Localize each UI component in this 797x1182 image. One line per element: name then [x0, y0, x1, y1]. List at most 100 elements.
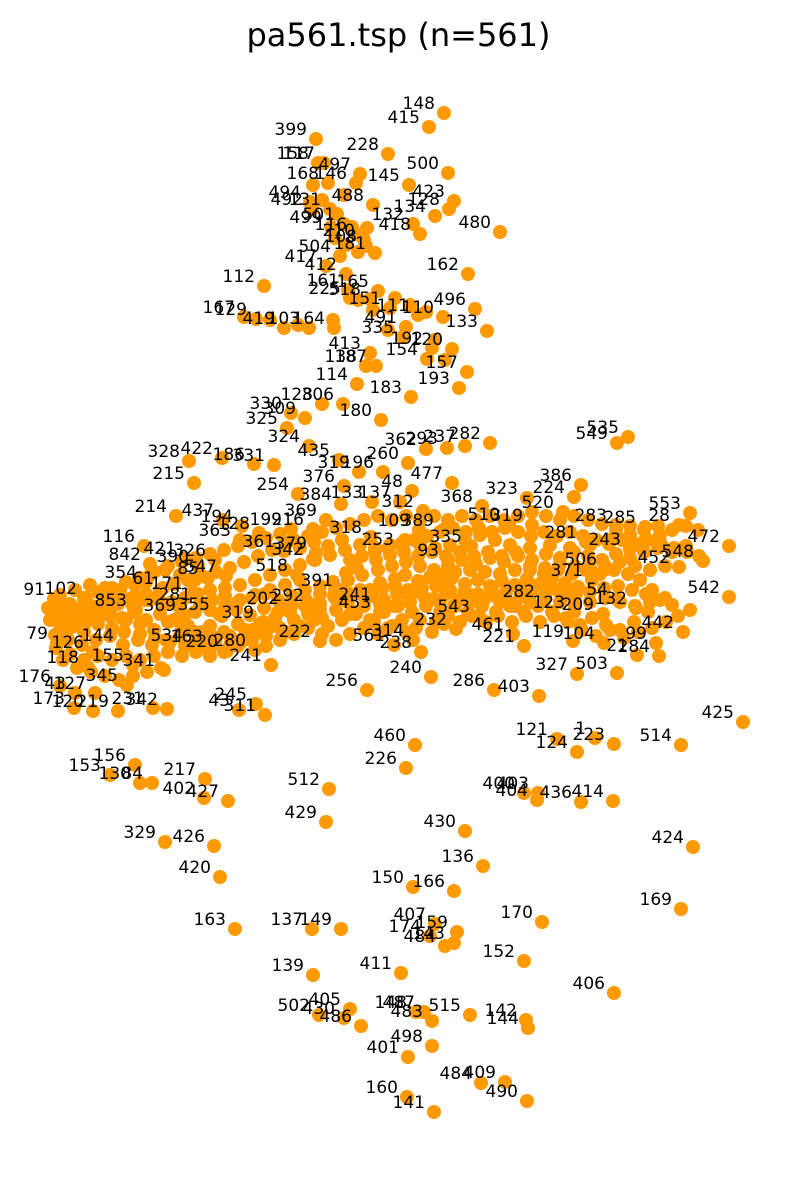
city-point — [302, 439, 316, 453]
city-point — [335, 533, 349, 547]
city-point — [98, 581, 112, 595]
city-point — [463, 1008, 477, 1022]
city-label: 1 — [575, 719, 586, 739]
city-point — [556, 505, 570, 519]
city-point — [366, 198, 380, 212]
city-point — [337, 479, 351, 493]
city-label: 514 — [640, 726, 672, 746]
city-point — [248, 573, 262, 587]
city-label: 224 — [533, 478, 565, 498]
city-point — [405, 484, 419, 498]
city-point — [438, 353, 452, 367]
city-label: 150 — [372, 868, 404, 888]
city-point — [363, 346, 377, 360]
city-label: 415 — [388, 108, 420, 128]
city-point — [475, 499, 489, 513]
city-point — [315, 193, 329, 207]
city-label: 368 — [441, 487, 473, 507]
city-label: 292 — [272, 586, 304, 606]
city-point — [610, 436, 624, 450]
city-point — [445, 342, 459, 356]
city-label: 283 — [575, 506, 607, 526]
city-point — [631, 625, 645, 639]
city-point — [478, 565, 492, 579]
city-label: 506 — [565, 550, 597, 570]
city-point — [424, 670, 438, 684]
city-point — [139, 575, 153, 589]
city-point — [70, 661, 84, 675]
city-point — [437, 617, 451, 631]
city-point — [567, 509, 581, 523]
city-label: 152 — [483, 942, 515, 962]
city-label: 461 — [472, 615, 504, 635]
city-point — [383, 301, 397, 315]
city-point — [381, 541, 395, 555]
city-label: 155 — [92, 646, 124, 666]
city-label: 411 — [360, 954, 392, 974]
city-point — [329, 633, 343, 647]
city-point — [413, 613, 427, 627]
city-label: 306 — [302, 385, 334, 405]
city-point — [398, 568, 412, 582]
city-label: 325 — [246, 409, 278, 429]
city-label: 494 — [269, 183, 301, 203]
city-point — [387, 638, 401, 652]
city-point — [290, 568, 304, 582]
city-label: 143 — [413, 924, 445, 944]
city-point — [50, 636, 64, 650]
city-point — [414, 645, 428, 659]
city-point — [181, 573, 195, 587]
city-point — [366, 303, 380, 317]
city-point — [498, 1075, 512, 1089]
city-point — [89, 633, 103, 647]
city-label: 477 — [411, 464, 443, 484]
city-point — [350, 377, 364, 391]
city-label: 85 — [177, 559, 199, 579]
city-point — [574, 795, 588, 809]
city-point — [403, 298, 417, 312]
city-point — [535, 915, 549, 929]
city-label: 417 — [285, 247, 317, 267]
city-label: 503 — [576, 654, 608, 674]
city-point — [53, 679, 67, 693]
city-label: 199 — [250, 510, 282, 530]
city-label: 137 — [271, 910, 303, 930]
city-point — [354, 1019, 368, 1033]
city-point — [411, 549, 425, 563]
city-label: 181 — [334, 234, 366, 254]
city-point — [67, 701, 81, 715]
city-label: 401 — [367, 1038, 399, 1058]
city-point — [268, 611, 282, 625]
city-label: 254 — [257, 475, 289, 495]
city-point — [257, 601, 271, 615]
city-label: 161 — [307, 271, 339, 291]
city-label: 137 — [359, 483, 391, 503]
city-point — [97, 601, 111, 615]
city-label: 355 — [178, 595, 210, 615]
city-point — [532, 689, 546, 703]
city-point — [581, 549, 595, 563]
city-point — [167, 613, 181, 627]
city-point — [103, 629, 117, 643]
city-point — [133, 776, 147, 790]
city-point — [47, 592, 61, 606]
city-point — [317, 156, 331, 170]
city-point — [334, 922, 348, 936]
city-point — [683, 603, 697, 617]
city-label: 109 — [378, 511, 410, 531]
city-point — [495, 549, 509, 563]
city-point — [643, 595, 657, 609]
city-label: 219 — [77, 692, 109, 712]
city-point — [216, 513, 230, 527]
city-label: 43 — [208, 691, 230, 711]
city-point — [126, 658, 140, 672]
city-label: 430 — [303, 999, 335, 1019]
city-label: 414 — [572, 782, 604, 802]
city-point — [487, 683, 501, 697]
city-point — [129, 603, 143, 617]
city-point — [305, 922, 319, 936]
city-label: 407 — [394, 905, 426, 925]
city-label: 153 — [69, 756, 101, 776]
city-point — [538, 561, 552, 575]
